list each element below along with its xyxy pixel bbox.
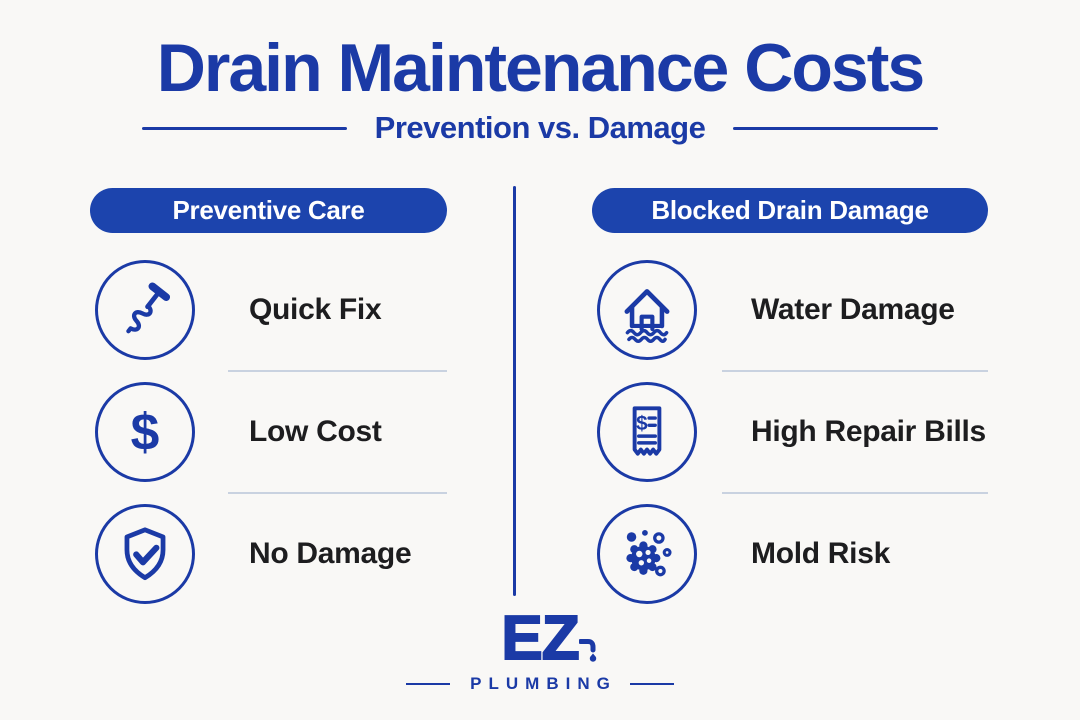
column-header-blocked-drain-damage: Blocked Drain Damage xyxy=(592,188,988,233)
logo-mark: EZ xyxy=(500,607,596,671)
shield-check-icon xyxy=(95,504,195,604)
header: Drain Maintenance Costs Prevention vs. D… xyxy=(0,34,1080,146)
subtitle-row: Prevention vs. Damage xyxy=(0,110,1080,146)
drain-snake-icon xyxy=(95,260,195,360)
column-divider xyxy=(513,186,516,596)
row-separator xyxy=(228,492,447,494)
subtitle-line-right xyxy=(733,126,939,130)
list-item-water-damage: Water Damage xyxy=(592,260,988,360)
list-item-low-cost: $ Low Cost xyxy=(90,382,447,482)
list-item-mold-risk: Mold Risk xyxy=(592,504,988,604)
item-label: Low Cost xyxy=(249,415,382,448)
column-header-preventive-care: Preventive Care xyxy=(90,188,447,233)
mold-spores-icon xyxy=(597,504,697,604)
column-blocked-drain-damage: Blocked Drain Damage Water Damage $ xyxy=(592,188,988,604)
item-label: No Damage xyxy=(249,537,412,570)
logo-subtext-row: PLUMBING xyxy=(0,674,1080,694)
logo-text: EZ xyxy=(500,604,580,673)
page-title: Drain Maintenance Costs xyxy=(156,30,925,106)
logo-line-right xyxy=(629,682,674,686)
subtitle-line-left xyxy=(141,126,347,130)
logo-subtext: PLUMBING xyxy=(470,674,617,693)
svg-text:$: $ xyxy=(636,412,648,435)
item-label: Mold Risk xyxy=(751,537,890,570)
dollar-sign-icon: $ xyxy=(95,382,195,482)
logo-line-left xyxy=(406,682,451,686)
brand-logo: EZ PLUMBING xyxy=(0,607,1080,694)
faucet-icon xyxy=(578,639,596,662)
page-subtitle: Prevention vs. Damage xyxy=(374,110,706,145)
list-item-high-repair-bills: $ High Repair Bills xyxy=(592,382,988,482)
flooded-house-icon xyxy=(597,260,697,360)
row-separator xyxy=(228,370,447,372)
list-item-quick-fix: Quick Fix xyxy=(90,260,447,360)
svg-text:$: $ xyxy=(131,403,160,461)
row-separator xyxy=(722,370,988,372)
column-preventive-care: Preventive Care Quick Fix $ Lo xyxy=(90,188,447,604)
item-label: High Repair Bills xyxy=(751,415,986,448)
row-separator xyxy=(722,492,988,494)
item-label: Quick Fix xyxy=(249,293,382,326)
item-label: Water Damage xyxy=(751,293,955,326)
repair-bill-icon: $ xyxy=(597,382,697,482)
list-item-no-damage: No Damage xyxy=(90,504,447,604)
